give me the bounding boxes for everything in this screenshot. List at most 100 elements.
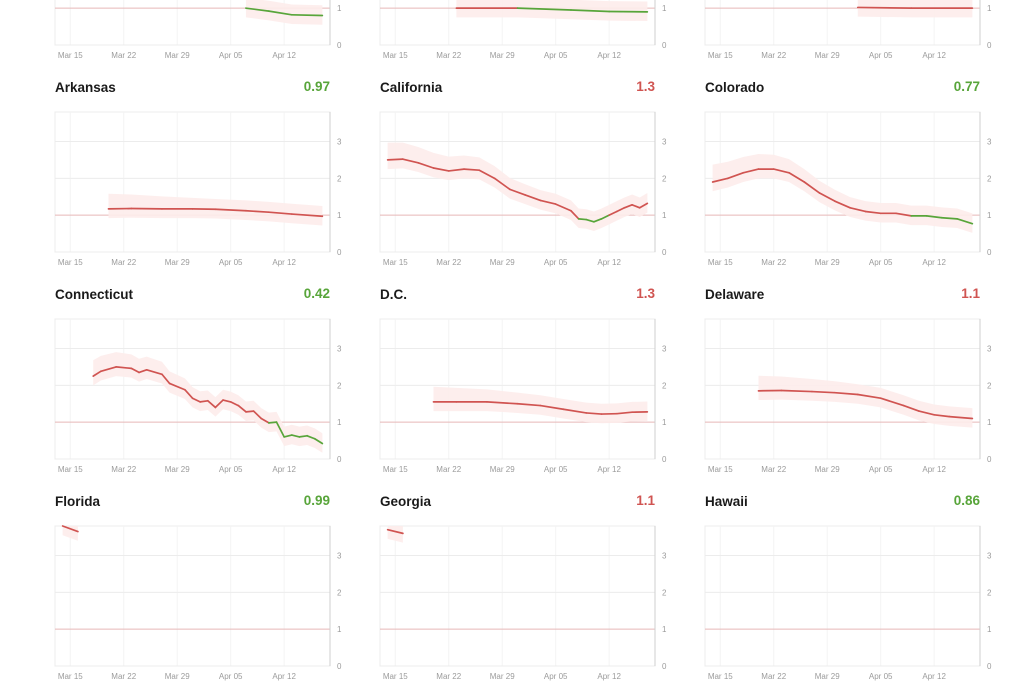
rt-line-segment: [942, 218, 957, 219]
x-tick-label: Mar 29: [490, 51, 515, 60]
y-tick-label: 3: [662, 551, 667, 560]
rt-value: 1.1: [636, 493, 655, 508]
y-tick-label: 0: [662, 662, 667, 671]
y-tick-label: 3: [337, 551, 342, 560]
state-name: Colorado: [705, 80, 764, 95]
confidence-band: [713, 154, 973, 233]
rt-value: 0.77: [954, 79, 980, 94]
x-tick-label: Mar 22: [111, 465, 136, 474]
state-name: D.C.: [380, 287, 407, 302]
y-tick-label: 0: [987, 248, 992, 257]
y-tick-label: 3: [662, 344, 667, 353]
x-tick-label: Mar 15: [383, 51, 408, 60]
state-name: Arkansas: [55, 80, 116, 95]
x-tick-label: Apr 12: [272, 258, 296, 267]
y-tick-label: 1: [337, 418, 342, 427]
x-tick-label: Mar 29: [490, 465, 515, 474]
y-tick-label: 1: [337, 4, 342, 13]
x-tick-label: Apr 05: [219, 258, 243, 267]
x-tick-label: Apr 05: [219, 465, 243, 474]
rt-line-segment: [299, 436, 307, 437]
x-tick-label: Mar 15: [708, 258, 733, 267]
x-tick-label: Mar 22: [761, 672, 786, 681]
plot-frame: [55, 526, 330, 666]
rt-line-segment: [388, 159, 403, 160]
x-tick-label: Mar 29: [815, 51, 840, 60]
x-tick-label: Mar 15: [58, 258, 83, 267]
x-tick-label: Mar 22: [436, 51, 461, 60]
rt-line-segment: [246, 411, 254, 412]
x-tick-label: Mar 22: [436, 672, 461, 681]
y-tick-label: 0: [662, 41, 667, 50]
x-tick-label: Mar 22: [436, 465, 461, 474]
rt-value: 0.97: [304, 79, 330, 94]
state-name: Georgia: [380, 494, 431, 509]
x-tick-label: Mar 29: [165, 465, 190, 474]
y-tick-label: 1: [987, 625, 992, 634]
rt-value: 0.42: [304, 286, 330, 301]
x-tick-label: Mar 29: [815, 672, 840, 681]
x-tick-label: Apr 12: [597, 465, 621, 474]
y-tick-label: 1: [662, 625, 667, 634]
x-tick-label: Apr 05: [544, 51, 568, 60]
x-tick-label: Mar 15: [708, 465, 733, 474]
x-tick-label: Mar 29: [165, 672, 190, 681]
y-tick-label: 3: [987, 551, 992, 560]
plot-frame: [705, 526, 980, 666]
state-name: Delaware: [705, 287, 764, 302]
confidence-band: [388, 526, 403, 543]
rt-line-segment: [579, 219, 587, 220]
y-tick-label: 0: [337, 248, 342, 257]
x-tick-label: Apr 05: [869, 51, 893, 60]
y-tick-label: 1: [662, 211, 667, 220]
plot-frame: [705, 112, 980, 252]
x-tick-label: Mar 22: [436, 258, 461, 267]
x-tick-label: Mar 29: [490, 672, 515, 681]
y-tick-label: 0: [337, 662, 342, 671]
rt-value: 1.3: [636, 79, 655, 94]
x-tick-label: Mar 29: [815, 465, 840, 474]
x-tick-label: Mar 22: [111, 258, 136, 267]
y-tick-label: 2: [987, 174, 992, 183]
x-tick-label: Apr 12: [272, 465, 296, 474]
confidence-band: [758, 376, 972, 428]
x-tick-label: Apr 12: [272, 672, 296, 681]
x-tick-label: Apr 12: [272, 51, 296, 60]
y-tick-label: 0: [987, 41, 992, 50]
y-tick-label: 3: [987, 344, 992, 353]
x-tick-label: Mar 29: [815, 258, 840, 267]
x-tick-label: Apr 12: [597, 672, 621, 681]
x-tick-label: Apr 12: [597, 51, 621, 60]
x-tick-label: Mar 15: [58, 465, 83, 474]
rt-line-segment: [292, 15, 323, 16]
y-tick-label: 1: [987, 4, 992, 13]
y-tick-label: 2: [662, 381, 667, 390]
x-tick-label: Mar 15: [383, 258, 408, 267]
rt-value: 0.86: [954, 493, 980, 508]
x-tick-label: Mar 22: [111, 51, 136, 60]
rt-line-segment: [586, 413, 601, 414]
x-tick-label: Mar 22: [761, 465, 786, 474]
x-tick-label: Mar 15: [58, 672, 83, 681]
plot-frame: [380, 319, 655, 459]
x-tick-label: Apr 12: [922, 258, 946, 267]
rt-line-segment: [812, 392, 835, 393]
y-tick-label: 1: [337, 211, 342, 220]
y-tick-label: 2: [662, 588, 667, 597]
y-tick-label: 2: [987, 588, 992, 597]
rt-line-segment: [858, 7, 911, 8]
rt-value: 1.3: [636, 286, 655, 301]
x-tick-label: Mar 29: [165, 258, 190, 267]
confidence-band: [246, 0, 322, 25]
y-tick-label: 2: [337, 381, 342, 390]
rt-value: 0.99: [304, 493, 330, 508]
x-tick-label: Apr 05: [219, 51, 243, 60]
rt-line-segment: [200, 401, 208, 402]
y-tick-label: 0: [987, 662, 992, 671]
